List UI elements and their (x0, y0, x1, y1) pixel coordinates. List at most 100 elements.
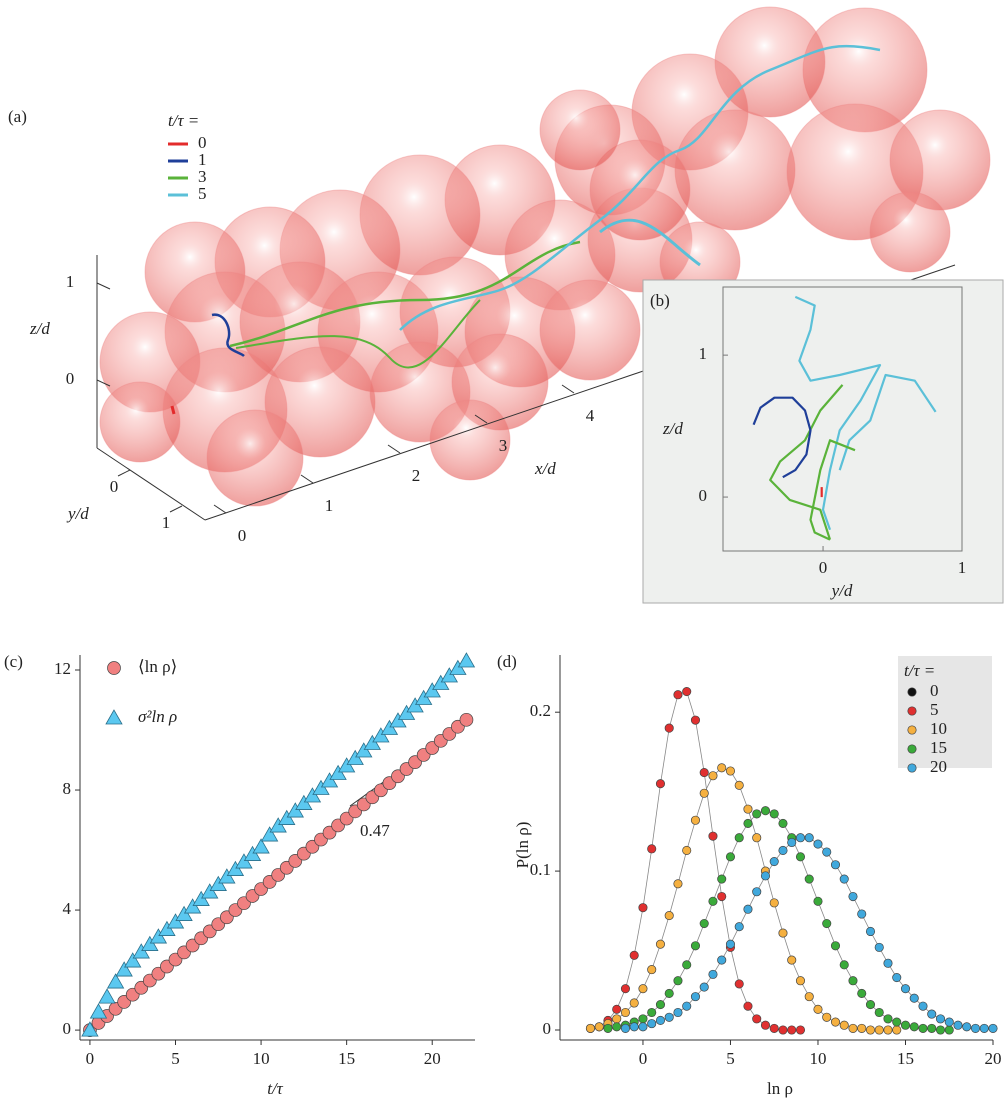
sphere-layer (99, 6, 991, 507)
marker (218, 868, 236, 884)
marker (320, 772, 339, 788)
marker (769, 809, 779, 819)
marker (962, 1022, 972, 1032)
legend-label: σ²ln ρ (138, 707, 177, 726)
tick-label: 12 (54, 659, 71, 678)
marker (603, 1023, 613, 1033)
marker (918, 1023, 928, 1033)
marker (629, 950, 639, 960)
marker (795, 852, 806, 862)
tick-label: 1 (958, 558, 967, 577)
marker (682, 1001, 692, 1011)
marker (286, 802, 304, 818)
trajectory-line (809, 439, 856, 541)
sphere (206, 409, 304, 507)
tick-label: 0 (699, 486, 708, 505)
marker (743, 904, 753, 914)
marker (647, 1007, 657, 1018)
marker (699, 788, 709, 798)
marker (612, 1022, 622, 1032)
marker (909, 993, 919, 1003)
trajectory-line (794, 295, 882, 531)
tick-label: 20 (424, 1049, 441, 1068)
x-label: t/τ (267, 1079, 283, 1098)
marker (725, 766, 736, 776)
tick-mark (213, 504, 227, 514)
trajectory (599, 218, 701, 267)
marker (673, 1007, 683, 1018)
tick-label: 8 (63, 779, 72, 798)
marker (690, 941, 701, 951)
tick-label: 5 (171, 1049, 180, 1068)
marker (192, 890, 210, 906)
marker (380, 719, 399, 735)
marker (638, 984, 648, 994)
marker (900, 984, 911, 994)
marker (406, 697, 424, 713)
tick-label: 5 (726, 1049, 735, 1068)
tick-label: 0 (66, 369, 75, 388)
marker (620, 984, 631, 994)
marker (822, 1012, 832, 1022)
marker (857, 988, 867, 998)
sphere (539, 89, 621, 171)
marker (690, 815, 701, 825)
marker (848, 891, 858, 902)
tick-label: 4 (586, 406, 595, 425)
fit-curve (607, 810, 950, 1031)
marker (857, 1023, 867, 1033)
marker (655, 1015, 666, 1026)
trajectory (399, 44, 881, 331)
marker (278, 809, 296, 825)
legend-swatch (107, 661, 121, 675)
marker (708, 831, 718, 841)
marker (743, 1001, 753, 1011)
marker (717, 874, 727, 884)
marker (235, 853, 253, 869)
tick-label: 10 (809, 1049, 826, 1068)
tick-label: 15 (338, 1049, 355, 1068)
marker (918, 1001, 928, 1011)
marker (440, 667, 459, 683)
marker (760, 871, 771, 881)
marker (594, 1022, 604, 1032)
marker (252, 838, 270, 854)
panel-label: (a) (8, 107, 27, 126)
marker (620, 1007, 631, 1018)
marker (760, 806, 771, 816)
marker (839, 960, 849, 970)
marker (638, 903, 648, 913)
marker (734, 833, 744, 843)
legend-label: 20 (930, 757, 947, 776)
marker (312, 779, 330, 795)
marker (655, 1000, 666, 1010)
legend-label: 5 (930, 700, 939, 719)
marker (647, 965, 657, 975)
marker (953, 1020, 963, 1030)
marker (638, 1014, 648, 1024)
marker (612, 1004, 622, 1014)
tick-label: 10 (253, 1049, 270, 1068)
marker (927, 1023, 937, 1033)
marker (98, 988, 116, 1004)
marker (804, 874, 814, 884)
marker (664, 1012, 674, 1022)
marker (778, 928, 788, 938)
marker (329, 764, 347, 780)
marker (979, 1023, 989, 1033)
marker (629, 998, 639, 1008)
marker (269, 817, 287, 833)
marker (337, 757, 356, 773)
marker (226, 860, 245, 876)
marker (988, 1023, 998, 1033)
tick-mark (117, 469, 131, 477)
marker (892, 1025, 902, 1035)
marker (857, 909, 867, 919)
marker (944, 1017, 954, 1027)
marker (927, 1009, 937, 1019)
marker (892, 973, 902, 983)
tick-mark (561, 384, 575, 394)
tick-mark (96, 282, 111, 290)
marker (874, 1007, 884, 1018)
legend-swatch (907, 763, 917, 773)
